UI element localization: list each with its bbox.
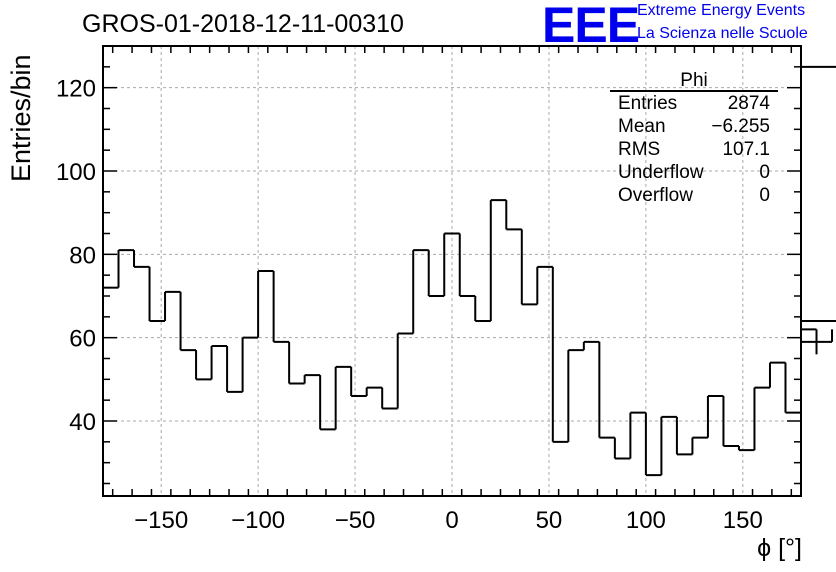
histogram-bin [381,387,398,410]
y-tick-label: 60 [69,326,96,353]
histogram-bin [536,265,553,305]
chart-title: GROS-01-2018-12-11-00310 [82,10,404,38]
histogram-bin [272,271,290,343]
histogram-bin [629,411,646,459]
histogram-bin [443,232,460,296]
histogram-bin [303,374,321,384]
histogram-bin [334,365,352,430]
stats-row-overflow: Overflow 0 [618,185,770,207]
y-axis-label: Entries/bin [6,54,36,182]
stats-box-title: Phi [680,70,708,91]
y-tick-label: 100 [56,159,96,186]
x-tick-label: 100 [626,507,666,534]
y-tick-label: 80 [69,242,96,269]
stats-row-rms: RMS 107.1 [618,139,770,161]
histogram-bin [350,366,367,397]
y-tick-label: 40 [69,409,96,436]
axis-ticks [103,45,801,496]
eee-logo: EEE [542,0,640,53]
stats-value: 2874 [727,93,770,114]
tick-labels: −150 −100 −50 0 50 100 150 40 60 80 100 120 [56,76,763,534]
histogram-bin [801,320,836,322]
histogram-bin [613,437,631,460]
histogram-bin [412,249,429,334]
histogram-bin [241,336,259,392]
stats-value: 0 [759,185,770,206]
histogram-bin [505,200,522,231]
x-tick-label: 0 [445,507,458,534]
histogram-bin [164,290,181,321]
histogram-series [103,65,836,477]
x-tick-label: 150 [723,507,763,534]
histogram-bin [567,349,584,442]
plot-frame [102,45,802,497]
histogram-bin [801,65,836,68]
histogram-bin [195,350,212,381]
histogram-bin [675,416,693,456]
stats-row-entries: Entries 2874 [618,93,770,115]
stats-label: Mean [618,116,666,137]
x-tick-label: −150 [134,507,188,534]
histogram-bin [365,386,383,396]
histogram-bin [551,266,569,443]
logo-line-1: Extreme Energy Events [637,2,806,19]
histogram-bin [396,332,414,409]
histogram-bin [257,270,274,338]
histogram-bin [722,396,739,447]
histogram-bin [427,250,445,297]
histogram-bin [474,296,491,322]
histogram-bin [753,386,770,451]
stats-value: −6.255 [711,116,770,137]
x-tick-label: −100 [231,507,285,534]
histogram-bin [226,346,243,393]
stats-value: 107.1 [722,139,770,160]
histogram-bin [117,249,135,288]
histogram-bin [489,199,507,321]
histogram-bin [691,436,708,455]
grid-lines [103,46,801,496]
histogram-bin [582,340,600,351]
histogram-bin [598,341,615,439]
histogram-bin [520,229,538,306]
histogram-bin [319,375,336,431]
histogram-bin [133,250,150,268]
histogram-bin [288,341,305,385]
stats-box-rule [610,90,778,92]
histogram-bin [784,362,801,414]
x-tick-label: 50 [536,507,563,534]
histogram-bin [644,412,662,477]
stats-label: Entries [618,93,678,114]
stats-label: RMS [618,139,661,160]
histogram-bin [801,329,834,343]
histogram-bin [179,291,197,352]
histogram-bin [706,395,724,438]
histogram-bin [148,266,166,322]
histogram-bin [210,345,228,380]
x-tick-label: −50 [335,507,376,534]
stats-value: 0 [759,162,770,183]
stats-row-mean: Mean −6.255 [618,116,770,138]
histogram-bin [660,415,677,476]
histogram-bin [737,446,755,452]
histogram-bin [768,361,786,388]
histogram-bin [458,233,476,297]
x-axis-label: ϕ [°] [757,534,802,562]
stats-row-underflow: Underflow 0 [618,162,770,184]
logo-line-2: La Scienza nelle Scuole [637,25,808,42]
y-tick-label: 120 [56,76,96,103]
stats-label: Underflow [618,162,704,183]
stats-label: Overflow [618,185,693,206]
